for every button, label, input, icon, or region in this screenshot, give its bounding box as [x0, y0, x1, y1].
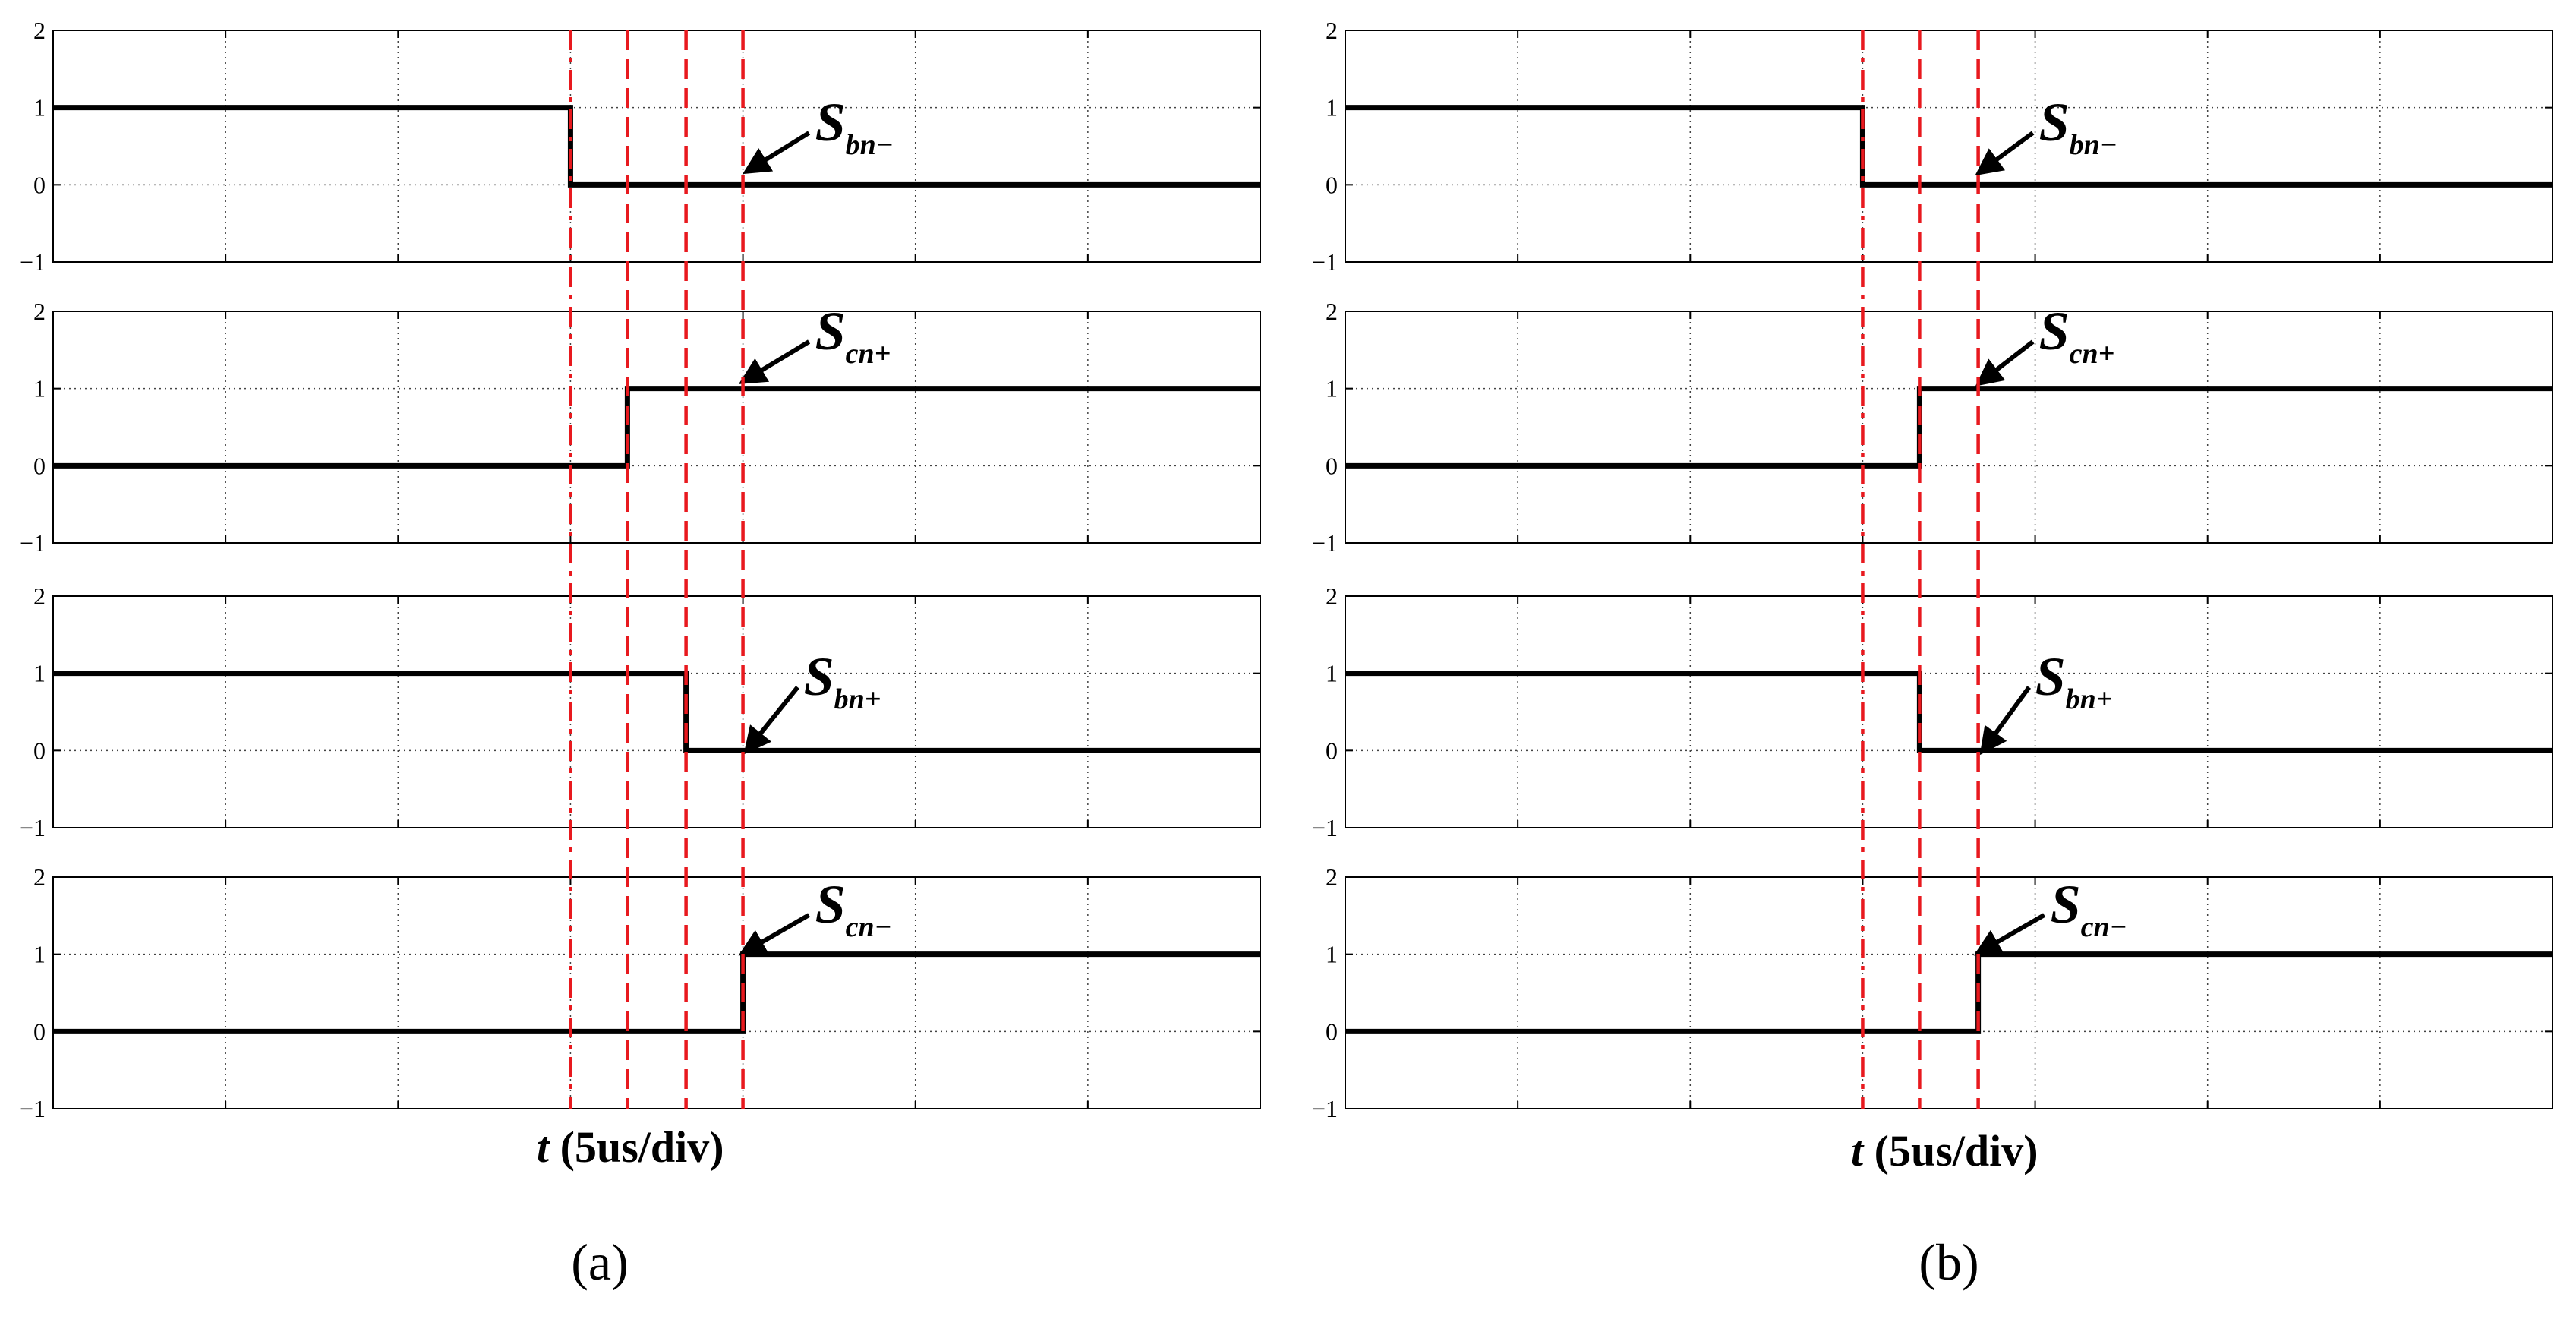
annotation-arrow [738, 913, 811, 956]
y-tick-label: −1 [1312, 529, 1338, 557]
annotation-arrow [738, 339, 811, 384]
x-axis-variable: t [537, 1122, 550, 1172]
subplot-2: 2 1 0 −1 Sbn+ [1312, 582, 2553, 841]
y-tick-label: −1 [20, 529, 46, 557]
signal-waveform [53, 951, 1260, 1034]
y-tick-label: 0 [1326, 452, 1338, 479]
axes-frame [1345, 595, 2553, 828]
y-tick-label: 1 [1326, 941, 1338, 968]
panel-a: 2 1 0 −1 Sbn− 2 1 0 −1 Scn+ 2 1 0 −1 Sbn+ 2 1 0 −1 Scn− t (5… [20, 17, 1261, 1291]
signal-label: Scn− [2051, 874, 2127, 943]
y-tick-label: 2 [1326, 17, 1338, 44]
axes-frame [1345, 311, 2553, 544]
axes-frame [52, 876, 1261, 1109]
x-axis-unit: (5us/div) [1863, 1126, 2038, 1175]
annotation-arrow [1975, 131, 2035, 176]
y-tick-label: 1 [1326, 94, 1338, 121]
signal-waveform [53, 386, 1260, 469]
signal-waveform [1345, 671, 2552, 753]
signal-label: Sbn− [815, 92, 894, 161]
signal-label: Sbn− [2039, 92, 2117, 161]
signal-letter: S [815, 874, 846, 935]
y-tick-label: 1 [1326, 375, 1338, 402]
signal-letter: S [804, 646, 834, 707]
y-tick-label: 1 [33, 94, 46, 121]
y-tick-label: −1 [1312, 814, 1338, 841]
signal-waveform [1345, 105, 2552, 188]
signal-label: Sbn+ [804, 646, 881, 715]
signal-letter: S [2035, 646, 2066, 707]
axes-frame [1345, 30, 2553, 263]
signal-subscript: cn+ [2070, 338, 2115, 370]
signal-letter: S [815, 301, 846, 361]
y-tick-label: 0 [1326, 171, 1338, 198]
signal-waveform [53, 105, 1260, 188]
y-tick-label: 0 [1326, 737, 1338, 764]
y-tick-label: −1 [20, 248, 46, 276]
x-axis-label: t (5us/div) [537, 1122, 724, 1172]
x-axis-unit: (5us/div) [549, 1122, 724, 1172]
axes-frame [1345, 876, 2553, 1109]
signal-letter: S [2039, 92, 2070, 153]
y-tick-label: 1 [33, 660, 46, 687]
signal-subscript: cn− [846, 911, 892, 943]
y-tick-label: 2 [33, 863, 46, 891]
signal-subscript: cn− [2081, 911, 2127, 943]
signal-label: Scn+ [2039, 301, 2115, 370]
subplot-3: 2 1 0 −1 Scn− [20, 863, 1261, 1122]
y-tick-label: 0 [33, 737, 46, 764]
signal-waveform [1345, 386, 2552, 469]
annotation-arrow [743, 686, 799, 755]
signal-subscript: bn+ [834, 683, 881, 715]
signal-label: Scn+ [815, 301, 891, 370]
signal-subscript: bn− [846, 129, 894, 161]
x-axis-label: t (5us/div) [1851, 1126, 2038, 1175]
y-tick-label: 2 [1326, 582, 1338, 610]
annotation-arrow [743, 131, 811, 175]
signal-label: Sbn+ [2035, 646, 2113, 715]
y-tick-label: 0 [33, 452, 46, 479]
annotation-arrow [1979, 686, 2032, 756]
signal-letter: S [815, 92, 846, 153]
signal-letter: S [2051, 874, 2081, 935]
axes-frame [52, 595, 1261, 828]
subplot-1: 2 1 0 −1 Scn+ [1312, 298, 2553, 557]
y-tick-label: 2 [33, 298, 46, 325]
axes-frame [52, 30, 1261, 263]
subplot-3: 2 1 0 −1 Scn− [1312, 863, 2553, 1122]
panel-b: 2 1 0 −1 Sbn− 2 1 0 −1 Scn+ 2 1 0 −1 Sbn+ 2 1 0 −1 Scn− t (5… [1312, 17, 2553, 1291]
y-tick-label: 0 [33, 1018, 46, 1045]
x-axis-variable: t [1851, 1126, 1865, 1175]
annotation-arrow [1975, 339, 2035, 387]
subplot-0: 2 1 0 −1 Sbn− [20, 17, 1261, 276]
signal-waveform [53, 671, 1260, 753]
signal-subscript: bn− [2070, 129, 2117, 161]
y-tick-label: 2 [1326, 298, 1338, 325]
y-tick-label: 2 [33, 582, 46, 610]
y-tick-label: 1 [1326, 660, 1338, 687]
signal-subscript: bn+ [2066, 683, 2113, 715]
y-tick-label: −1 [20, 814, 46, 841]
y-tick-label: 0 [1326, 1018, 1338, 1045]
y-tick-label: −1 [1312, 1095, 1338, 1122]
y-tick-label: −1 [20, 1095, 46, 1122]
y-tick-label: 1 [33, 375, 46, 402]
signal-subscript: cn+ [846, 338, 891, 370]
axes-frame [52, 311, 1261, 544]
signal-label: Scn− [815, 874, 892, 943]
y-tick-label: 1 [33, 941, 46, 968]
subplot-1: 2 1 0 −1 Scn+ [20, 298, 1261, 557]
signal-letter: S [2039, 301, 2070, 361]
subplot-0: 2 1 0 −1 Sbn− [1312, 17, 2553, 276]
subplot-2: 2 1 0 −1 Sbn+ [20, 582, 1261, 841]
y-tick-label: 2 [33, 17, 46, 44]
y-tick-label: −1 [1312, 248, 1338, 276]
annotation-arrow [1973, 913, 2046, 956]
panel-label: (b) [1919, 1233, 1979, 1291]
panel-label: (a) [571, 1233, 628, 1291]
signal-waveform [1345, 951, 2552, 1034]
y-tick-label: 2 [1326, 863, 1338, 891]
y-tick-label: 0 [33, 171, 46, 198]
